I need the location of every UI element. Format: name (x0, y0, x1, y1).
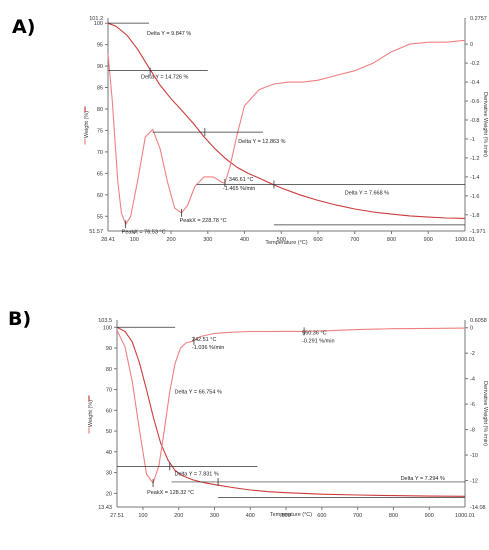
a-y-right-tick-label: -0.6 (470, 99, 479, 105)
a-y-right-tick-label: -1.8 (470, 213, 479, 219)
b-y-left-max-label: 103.5 (98, 318, 112, 324)
b-x-tick-label: 700 (353, 513, 362, 519)
a-y-right-tick-label: 0 (470, 42, 473, 48)
a-derivative-series-line (107, 39, 466, 226)
b-annotation-text: PeakX = 128.32 °C (147, 490, 194, 496)
a-x-tick-label: 800 (387, 237, 396, 243)
a-annotation-text: Delta Y = 14.726 % (141, 74, 188, 80)
a-x-tick-label: 700 (350, 237, 359, 243)
a-y-right-min-label: -1.971 (470, 229, 486, 235)
a-y-right-tick-label: -0.4 (470, 80, 479, 86)
b-x-tick-label: 600 (317, 513, 326, 519)
b-y-right-tick-label: -2 (470, 351, 475, 357)
a-y-right-tick-label: -1.2 (470, 156, 479, 162)
a-weight-series-line (107, 22, 466, 219)
a-y-right-axis-title: Derivative Weight (% /min) (482, 92, 488, 157)
b-y-right-tick-label: -4 (470, 377, 475, 383)
a-annotation-text: Delta Y = 12.863 % (238, 139, 285, 145)
a-annotation-text: Delta Y = 9.847 % (147, 31, 191, 37)
b-y-right-min-label: -14.08 (470, 505, 486, 511)
a-y-right-max-label: 0.2757 (470, 16, 487, 22)
a-y-left-tick-label: 90 (97, 64, 103, 70)
b-y-left-axis-title: Weight (%) (88, 400, 94, 427)
b-x-tick-label: 500 (281, 513, 290, 519)
b-x-tick-label: 800 (389, 513, 398, 519)
b-y-left-tick-label: 50 (106, 429, 112, 435)
a-y-right-tick-label: -1.4 (470, 175, 479, 181)
b-y-right-tick-label: 0 (470, 326, 473, 332)
a-y-left-axis-title: Weight (%) (84, 111, 90, 138)
panel-a-label: A) (12, 16, 36, 38)
b-y-left-tick-label: 30 (106, 471, 112, 477)
a-annotation-text: -1.465 %/min (223, 186, 255, 192)
b-annotation-text: 242.51 °C (192, 337, 217, 343)
a-y-right-tick-label: -1.6 (470, 194, 479, 200)
b-y-left-tick-label: 70 (106, 388, 112, 394)
a-y-left-tick-label: 60 (97, 193, 103, 199)
b-annotation-text: Delta Y = 66.754 % (175, 390, 222, 396)
b-weight-series-line (116, 326, 466, 497)
b-y-left-tick-label: 80 (106, 367, 112, 373)
a-y-left-max-label: 101.2 (89, 16, 103, 22)
b-y-right-tick-label: -10 (470, 453, 478, 459)
a-y-left-tick-label: 85 (97, 86, 103, 92)
b-y-right-tick-label: -12 (470, 479, 478, 485)
b-y-right-max-label: 0.6058 (470, 318, 487, 324)
a-y-left-tick-label: 80 (97, 107, 103, 113)
panel-b-label: B) (8, 308, 32, 330)
b-x-tick-label: 400 (246, 513, 255, 519)
b-y-left-tick-label: 20 (106, 491, 112, 497)
a-y-right-tick-label: -1 (470, 137, 475, 143)
b-y-left-tick-label: 100 (103, 325, 112, 331)
a-x-max-label: 1000.01 (455, 237, 475, 243)
b-y-right-tick-label: -6 (470, 402, 475, 408)
b-x-min-label: 27.51 (110, 513, 124, 519)
b-x-tick-label: 900 (425, 513, 434, 519)
b-x-tick-label: 200 (174, 513, 183, 519)
a-y-left-tick-label: 55 (97, 214, 103, 220)
b-x-tick-label: 300 (210, 513, 219, 519)
b-y-right-axis-title: Derivative Weight (% /min) (482, 381, 488, 446)
a-annotation-text: PeakX = 228.78 °C (180, 218, 227, 224)
b-x-max-label: 1000.01 (455, 513, 475, 519)
a-y-left-tick-label: 100 (94, 21, 103, 27)
a-x-tick-label: 500 (277, 237, 286, 243)
a-annotation-text: 346.61 °C (229, 177, 254, 183)
a-annotation-text: PeakX = 76.53 °C (122, 229, 166, 235)
b-annotation-text: Delta Y = 7.831 % (175, 471, 219, 477)
b-y-left-tick-label: 40 (106, 450, 112, 456)
a-x-axis-title: Temperature (°C) (265, 240, 307, 246)
a-y-left-tick-label: 65 (97, 171, 103, 177)
a-x-tick-label: 900 (424, 237, 433, 243)
a-annotation-text: Delta Y = 7.668 % (345, 191, 389, 197)
b-x-tick-label: 100 (138, 513, 147, 519)
a-y-right-tick-label: -0.2 (470, 61, 479, 67)
a-x-tick-label: 300 (203, 237, 212, 243)
b-y-left-tick-label: 60 (106, 408, 112, 414)
b-x-axis-title: Temperature (°C) (270, 512, 312, 518)
a-x-tick-label: 100 (130, 237, 139, 243)
b-annotation-text: Delta Y = 7.294 % (401, 476, 445, 482)
b-y-left-tick-label: 90 (106, 346, 112, 352)
a-y-left-tick-label: 95 (97, 43, 103, 49)
b-y-left-min-label: 13.43 (98, 505, 112, 511)
a-y-right-tick-label: -0.8 (470, 118, 479, 124)
a-x-tick-label: 600 (313, 237, 322, 243)
a-y-left-min-label: 51.57 (89, 229, 103, 235)
b-derivative-series-line (116, 327, 466, 485)
b-annotation-text: -1.036 %/min (192, 345, 224, 351)
a-y-left-tick-label: 70 (97, 150, 103, 156)
a-x-min-label: 28.41 (101, 237, 115, 243)
b-annotation-text: -0.291 %/min (302, 338, 334, 344)
a-x-tick-label: 200 (166, 237, 175, 243)
b-y-right-tick-label: -8 (470, 428, 475, 434)
a-x-tick-label: 400 (240, 237, 249, 243)
b-annotation-text: 550.36 °C (302, 330, 327, 336)
a-y-left-tick-label: 75 (97, 128, 103, 134)
